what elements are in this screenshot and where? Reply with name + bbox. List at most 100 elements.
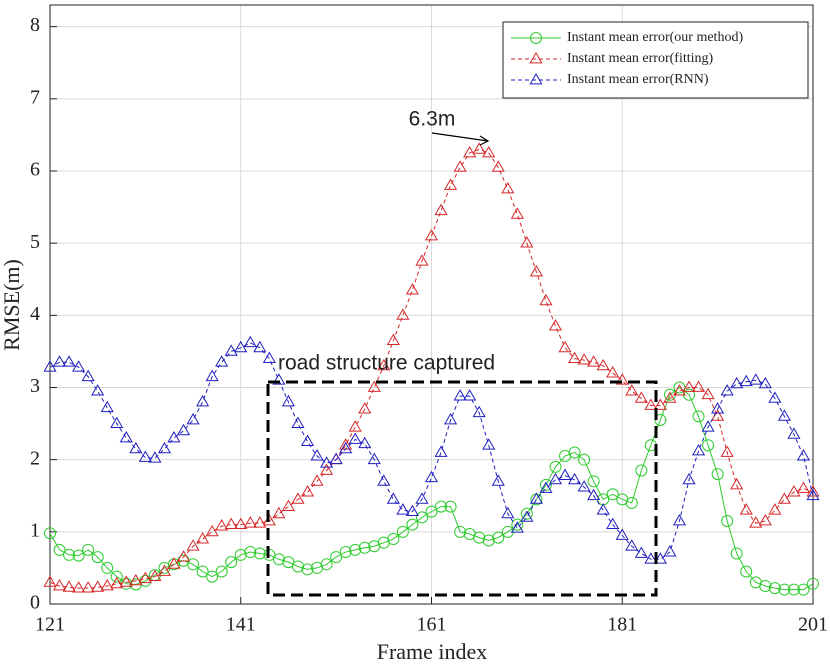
- marker: [501, 182, 515, 194]
- marker: [243, 335, 257, 348]
- marker: [176, 423, 191, 436]
- series: [43, 142, 820, 593]
- marker: [72, 549, 85, 562]
- marker: [396, 503, 410, 515]
- marker: [301, 563, 314, 576]
- marker: [787, 583, 800, 596]
- legend[interactable]: Instant mean error(our method) Instant me…: [502, 21, 809, 99]
- marker: [377, 358, 391, 371]
- marker: [100, 578, 114, 591]
- legend-label: Instant mean error(our method): [567, 30, 743, 45]
- x-axis-label: Frame index: [377, 639, 488, 664]
- marker: [243, 516, 257, 528]
- marker: [472, 142, 486, 154]
- marker: [520, 507, 533, 520]
- marker: [310, 474, 324, 486]
- annotation-arrow: [431, 132, 490, 146]
- marker: [463, 389, 477, 401]
- marker: [511, 518, 524, 531]
- marker: [529, 72, 543, 85]
- series: [43, 335, 820, 564]
- legend-label: Instant mean error(RNN): [567, 72, 709, 87]
- marker: [43, 360, 57, 372]
- marker: [606, 488, 619, 501]
- marker: [672, 514, 687, 526]
- marker: [797, 583, 810, 596]
- x-tick-label: 161: [417, 614, 447, 636]
- marker: [205, 524, 219, 537]
- marker: [730, 477, 744, 490]
- marker: [672, 384, 687, 396]
- marker: [720, 384, 734, 396]
- marker: [281, 394, 296, 407]
- marker: [110, 416, 124, 428]
- marker: [758, 514, 772, 526]
- marker: [63, 548, 76, 561]
- marker: [625, 496, 638, 509]
- marker: [81, 581, 95, 593]
- marker: [491, 160, 505, 172]
- marker: [721, 515, 734, 528]
- legend-box: [502, 21, 809, 99]
- marker: [405, 283, 419, 295]
- marker: [510, 521, 524, 533]
- marker: [749, 373, 763, 385]
- marker: [577, 480, 591, 492]
- marker: [186, 539, 200, 551]
- marker: [367, 380, 381, 392]
- marker: [682, 472, 696, 485]
- marker: [453, 389, 467, 401]
- marker: [482, 145, 496, 158]
- marker: [424, 228, 439, 241]
- marker: [424, 470, 439, 483]
- marker: [53, 543, 66, 556]
- marker: [72, 360, 86, 372]
- marker: [224, 517, 238, 530]
- marker: [138, 571, 152, 584]
- marker: [281, 499, 296, 511]
- marker: [386, 492, 400, 504]
- marker: [520, 510, 534, 522]
- marker: [796, 481, 811, 493]
- annotation: 6.3m: [409, 108, 456, 131]
- marker: [386, 333, 400, 345]
- marker: [778, 583, 791, 596]
- marker: [415, 511, 428, 524]
- marker: [176, 550, 191, 562]
- plot-frame: [49, 4, 814, 605]
- marker: [81, 369, 95, 382]
- marker: [444, 178, 458, 190]
- marker: [120, 577, 133, 590]
- marker: [434, 203, 448, 216]
- marker: [529, 492, 543, 504]
- marker: [673, 381, 686, 394]
- marker: [539, 293, 553, 306]
- marker: [634, 391, 648, 403]
- marker: [739, 374, 753, 387]
- marker: [682, 380, 696, 392]
- marker: [453, 160, 467, 172]
- marker: [777, 492, 791, 504]
- marker: [529, 51, 543, 64]
- marker: [196, 394, 210, 407]
- marker: [653, 398, 667, 410]
- y-tick-label: 6: [30, 159, 40, 181]
- marker: [529, 265, 543, 277]
- y-tick-label: 2: [30, 447, 40, 469]
- marker: [548, 319, 563, 331]
- marker: [596, 358, 610, 371]
- marker: [291, 416, 305, 428]
- marker: [349, 543, 362, 556]
- y-tick-label: 8: [30, 14, 40, 36]
- y-tick-label: 3: [30, 375, 40, 397]
- marker: [691, 380, 706, 392]
- marker: [215, 519, 229, 531]
- marker: [558, 468, 572, 480]
- marker: [692, 410, 705, 423]
- marker: [348, 432, 362, 444]
- marker: [577, 353, 591, 365]
- marker: [129, 573, 143, 586]
- marker: [196, 532, 210, 544]
- marker: [43, 575, 57, 587]
